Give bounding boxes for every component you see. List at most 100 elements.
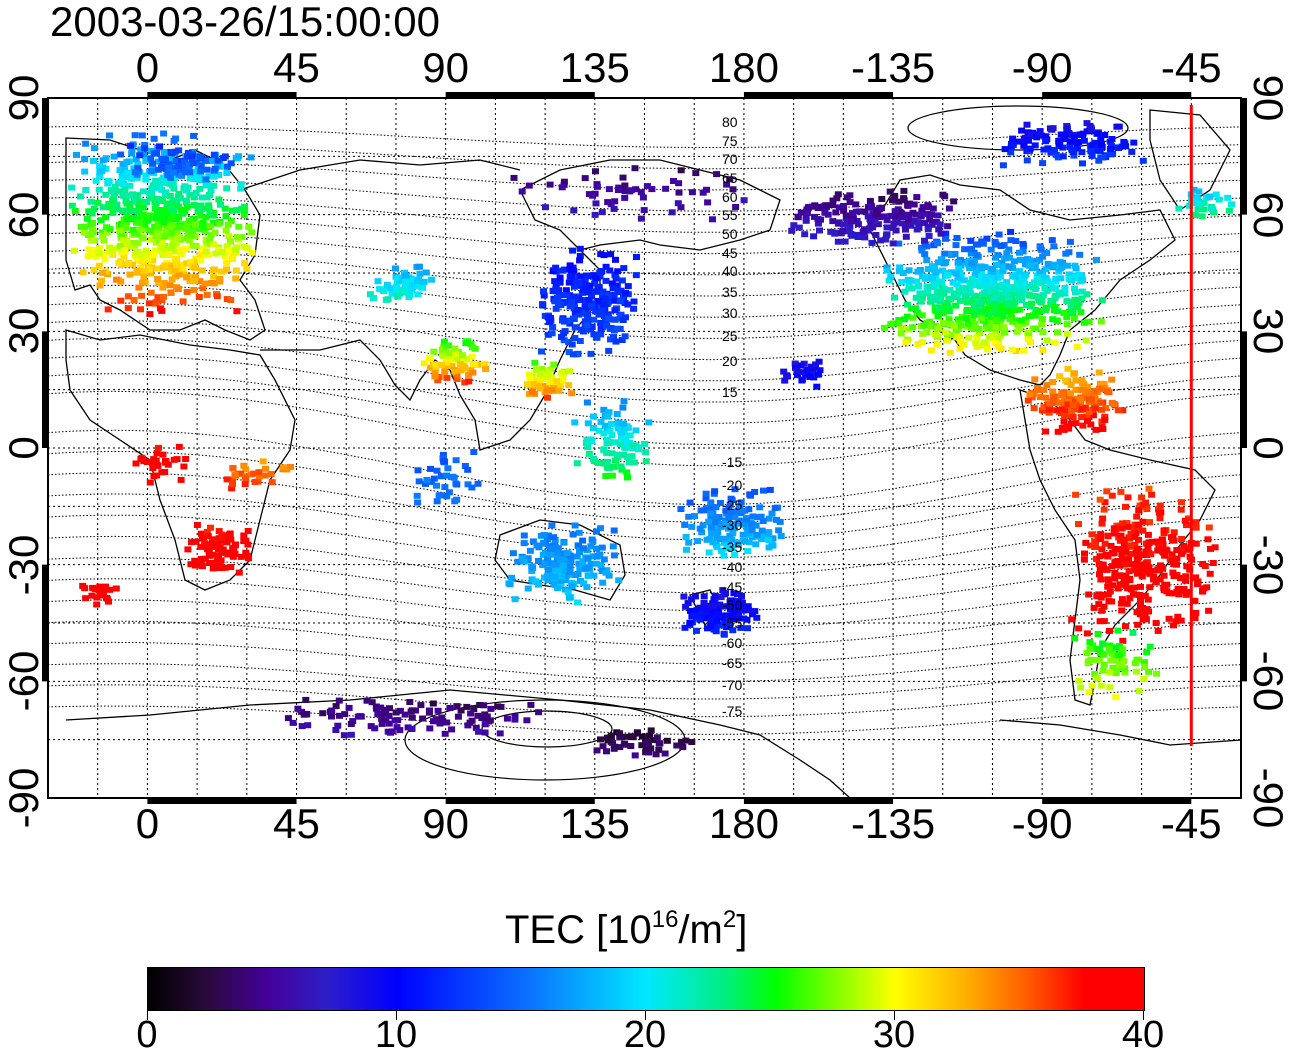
tec-pixel [414,278,422,285]
tec-pixel [615,184,623,191]
tec-pixel [983,235,991,242]
tec-pixel [955,287,963,294]
tec-pixel [1206,570,1214,577]
tec-pixel [627,743,635,749]
tec-pixel [980,293,988,300]
tec-pixel [1156,502,1164,509]
tec-pixel [928,294,935,301]
tec-pixel [198,563,206,570]
contour-label: -20 [722,477,742,493]
tec-pixel [557,577,565,584]
tec-pixel [385,720,393,727]
tec-pixel [607,336,614,343]
tec-pixel [598,568,606,574]
tec-pixel [912,294,920,301]
tec-pixel [1020,142,1028,149]
tec-pixel [182,245,190,252]
tec-pixel [543,573,551,580]
tec-pixel [726,598,734,605]
tec-pixel [81,223,89,230]
tec-pixel [215,546,222,553]
tec-pixel [118,207,126,214]
tec-pixel [1192,524,1200,531]
tec-pixel [643,740,651,747]
contour-label: -70 [722,677,742,693]
tec-pixel [1015,268,1023,275]
tec-pixel [655,746,663,753]
tec-pixel [984,324,992,331]
tec-pixel [558,369,566,376]
contour-label: 20 [722,353,738,369]
tec-pixel [803,210,811,217]
tec-pixel [727,508,735,515]
tec-pixel [1107,542,1115,549]
tec-pixel [1023,302,1030,308]
tec-pixel [831,230,839,237]
tec-pixel [431,373,439,380]
tec-pixel [1204,536,1212,543]
tec-pixel [1134,569,1142,576]
tec-pixel [138,252,145,259]
tec-pixel [607,251,615,258]
tec-pixel [824,211,832,218]
tec-pixel [990,290,998,297]
tec-pixel [128,215,136,222]
tec-pixel [571,419,579,426]
tec-pixel [1123,520,1131,526]
tec-pixel [1180,543,1188,549]
tec-pixel [574,599,582,606]
y-tick-label: -60 [1245,650,1292,712]
tec-pixel [217,557,225,564]
tec-pixel [564,589,572,595]
tec-pixel [160,293,167,300]
tec-pixel [1138,573,1146,580]
tec-pixel [883,231,891,238]
tec-pixel [1145,485,1153,492]
tec-pixel [1170,573,1178,580]
tec-pixel [86,231,94,238]
tec-pixel [901,316,909,323]
tec-pixel [597,418,605,425]
tec-pixel [592,200,600,207]
tec-pixel [223,243,231,250]
tec-pixel [232,541,239,548]
tec-pixel [1036,269,1044,276]
tec-pixel [997,308,1005,315]
tec-pixel [928,274,936,281]
tec-pixel [1089,642,1097,649]
tec-pixel [620,451,628,458]
tec-pixel [1114,407,1122,414]
tec-pixel [744,603,752,610]
contour-line [47,535,1242,594]
tec-pixel [130,198,138,205]
tec-pixel [1016,249,1023,256]
tec-pixel [172,158,180,164]
tec-pixel [131,230,139,237]
tec-pixel [511,716,519,723]
tec-pixel [1042,133,1050,140]
tec-pixel [192,255,200,262]
tec-pixel [748,527,756,533]
tec-pixel [713,543,721,550]
tec-pixel [707,524,715,531]
tec-pixel [259,458,267,465]
tec-pixel [242,466,250,473]
tec-pixel [1043,337,1051,344]
tec-pixel [550,361,558,368]
contour-line [47,599,1242,647]
tec-pixel [614,451,622,458]
tec-pixel [619,317,627,323]
tec-pixel [1138,494,1146,501]
tec-pixel [1042,394,1050,401]
tec-pixel [384,296,392,303]
tec-pixel [102,191,110,198]
tec-pixel [740,197,748,204]
tec-pixel [158,469,166,476]
tec-pixel [1085,318,1093,325]
tec-pixel [960,341,968,348]
tec-pixel [592,168,599,175]
colorbar-tick-label: 40 [1121,1014,1165,1056]
tec-pixel [536,376,544,383]
tec-pixel [568,583,576,590]
tec-pixel [928,263,936,270]
